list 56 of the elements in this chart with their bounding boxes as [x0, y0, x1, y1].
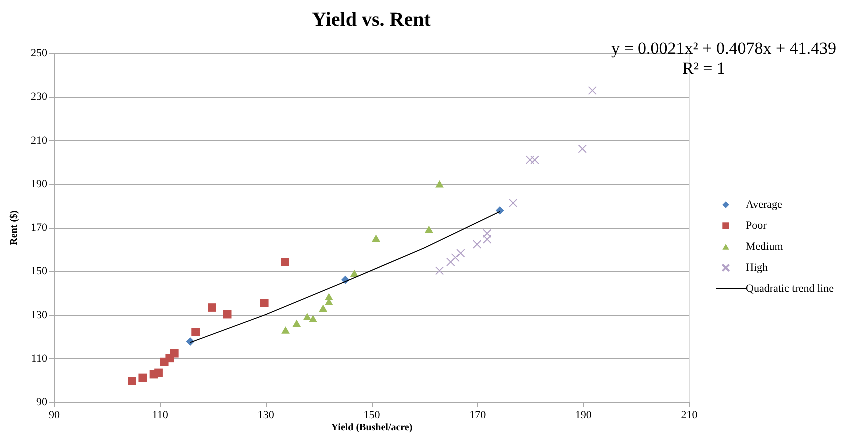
legend-label: Medium [746, 241, 784, 253]
point [128, 377, 136, 386]
annotation: R² = 1 [682, 59, 726, 78]
point [208, 304, 216, 312]
y-tick-label: 130 [31, 309, 48, 322]
legend-label: Poor [746, 220, 768, 232]
point [192, 328, 200, 336]
y-tick-label: 150 [31, 266, 48, 278]
y-tick-label: 250 [31, 48, 48, 60]
y-tick-label: 170 [31, 222, 48, 234]
point [303, 313, 312, 321]
y-tick-label: 230 [31, 91, 48, 104]
x-tick-label: 110 [152, 410, 169, 422]
y-axis-title: Rent ($) [9, 210, 20, 246]
point [372, 234, 380, 242]
point [309, 315, 318, 323]
point [138, 374, 148, 382]
annotation: y = 0.0021x² + 0.4078x + 41.439 [611, 39, 837, 58]
point [154, 368, 163, 378]
x-axis-title: Yield (Bushel/acre) [331, 422, 413, 434]
y-tick-label: 110 [31, 352, 48, 365]
x-tick-label: 150 [364, 410, 381, 422]
point [451, 253, 460, 262]
y-tick-label: 190 [31, 178, 48, 190]
x-tick-label: 210 [681, 410, 698, 422]
point [324, 293, 334, 300]
point [496, 206, 504, 215]
point [588, 86, 598, 96]
point [508, 198, 518, 208]
legend-label: High [746, 262, 768, 274]
point [350, 270, 359, 278]
point [446, 258, 456, 267]
point [170, 349, 179, 358]
point [472, 240, 482, 249]
point [424, 226, 434, 234]
legend-label: Average [746, 199, 783, 211]
x-tick-label: 190 [575, 410, 592, 422]
point [223, 310, 232, 319]
point [578, 144, 588, 154]
point [483, 229, 492, 238]
x-tick-label: 130 [258, 410, 275, 422]
point [282, 326, 290, 334]
y-tick-label: 90 [36, 396, 48, 408]
point [436, 180, 444, 188]
point [435, 266, 444, 276]
point [260, 299, 269, 308]
x-tick-label: 90 [49, 410, 60, 422]
x-tick-label: 170 [470, 410, 487, 422]
y-tick-label: 210 [31, 134, 48, 147]
point [483, 235, 492, 244]
legend-label: Quadratic trend line [746, 283, 834, 295]
point [292, 320, 302, 328]
point [456, 249, 466, 258]
point [319, 304, 328, 312]
point [281, 258, 290, 266]
chart-title: Yield vs. Rent [312, 9, 432, 31]
